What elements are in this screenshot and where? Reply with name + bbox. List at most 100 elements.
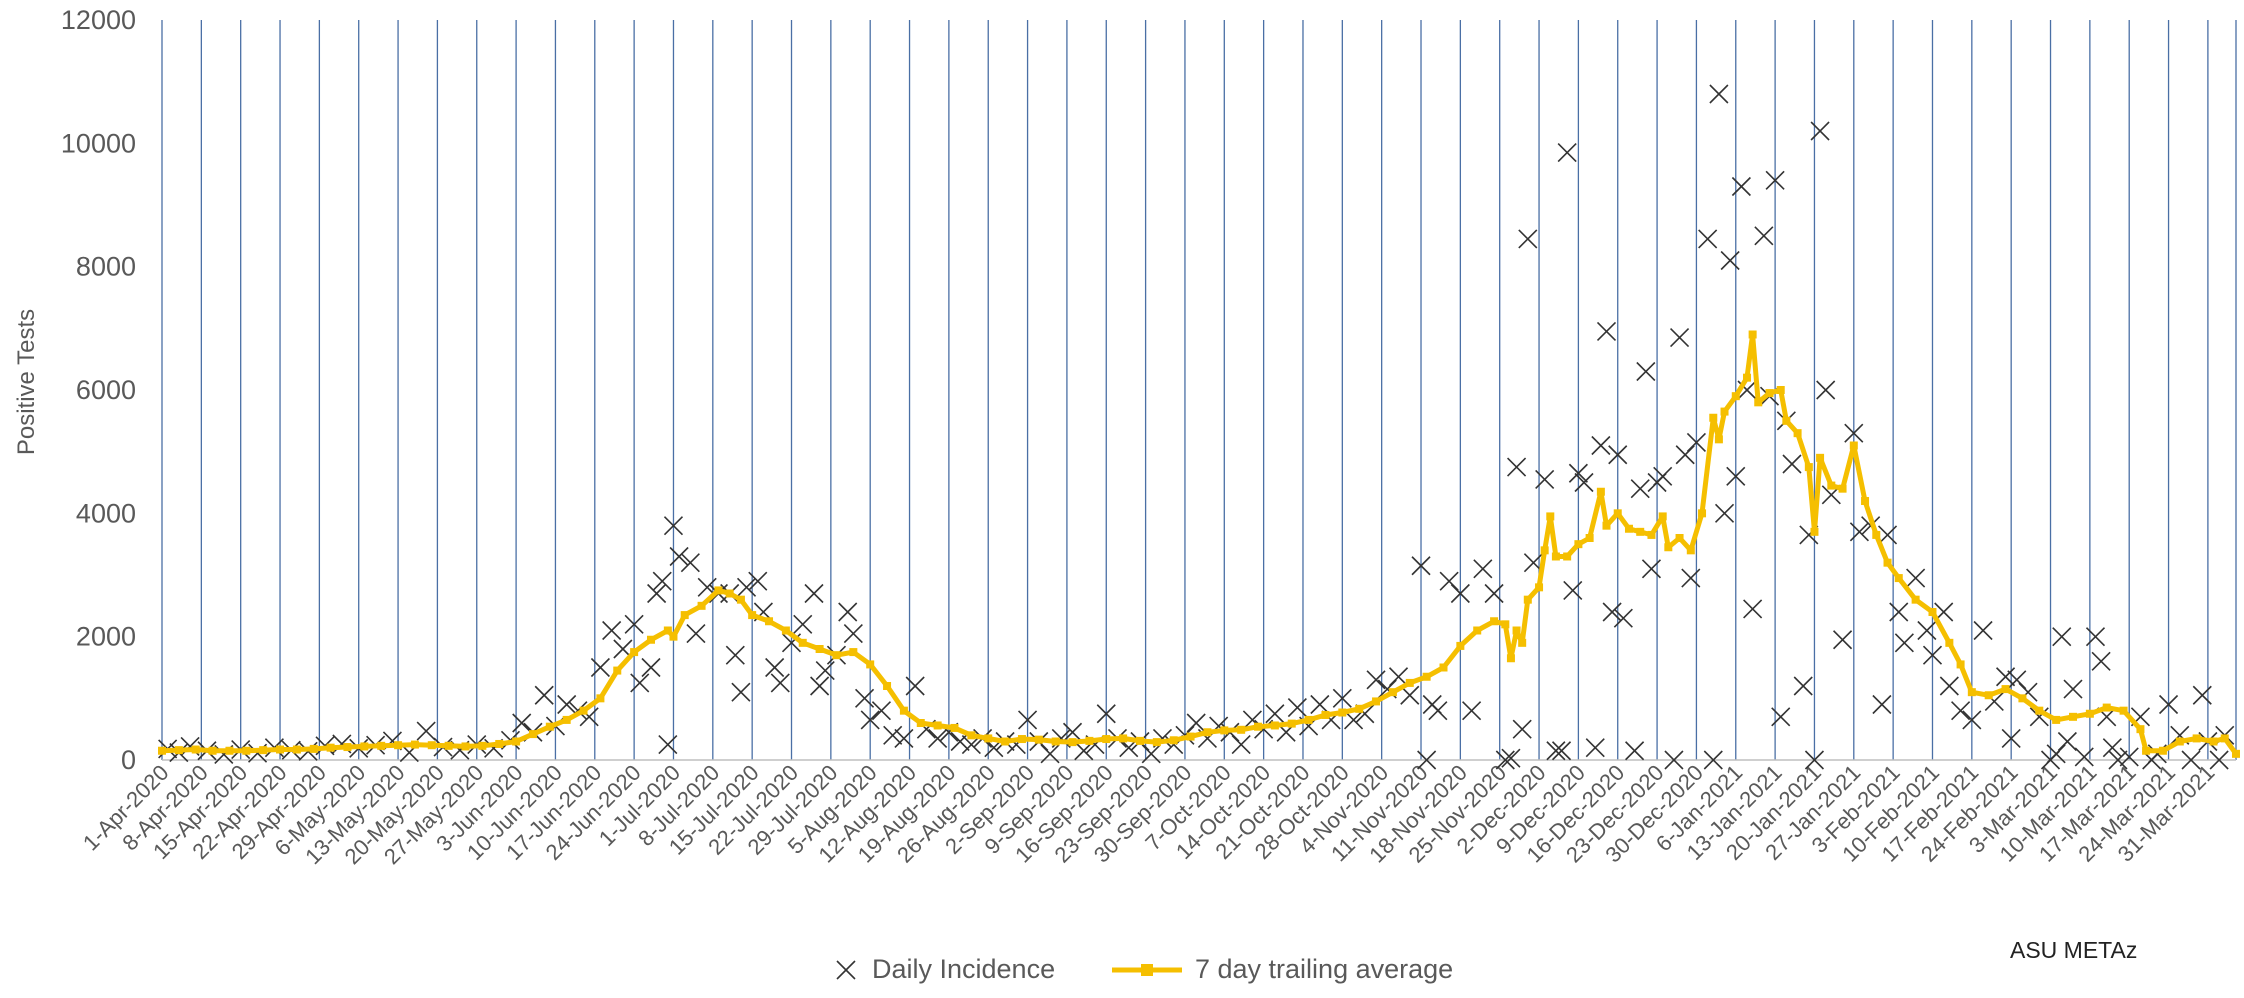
average-point: [1051, 737, 1060, 746]
average-point: [613, 666, 622, 675]
average-point: [736, 595, 745, 604]
daily-incidence-point: [1535, 469, 1555, 489]
average-point: [1585, 534, 1594, 542]
daily-incidence-point: [2102, 738, 2122, 758]
average-point: [1894, 574, 1903, 583]
y-tick-label: 4000: [76, 498, 136, 528]
average-point: [1490, 617, 1499, 626]
daily-incidence-point: [1698, 229, 1718, 249]
daily-incidence-point: [590, 657, 610, 678]
average-point: [208, 746, 217, 755]
series-7-day-average: [158, 330, 2240, 758]
daily-incidence-point: [663, 516, 684, 536]
daily-incidence-point: [1344, 710, 1364, 730]
average-point: [1967, 688, 1976, 697]
average-point: [2052, 715, 2061, 724]
daily-incidence-point: [1332, 688, 1352, 708]
daily-incidence-point: [860, 710, 880, 730]
average-point: [1911, 595, 1920, 604]
average-point: [815, 645, 824, 653]
daily-incidence-point: [1400, 685, 1420, 705]
average-point: [1372, 697, 1381, 706]
average-point: [545, 722, 554, 731]
average-point: [326, 743, 335, 752]
average-point: [1203, 728, 1212, 737]
average-point: [1152, 738, 1161, 747]
daily-incidence-point: [2052, 627, 2072, 647]
daily-incidence-point: [1636, 361, 1656, 382]
daily-incidence-point: [1832, 630, 1853, 650]
average-point: [1675, 534, 1684, 542]
average-point: [2035, 706, 2044, 715]
daily-incidence-point: [1411, 556, 1431, 576]
average-point: [2119, 706, 2128, 715]
average-point: [725, 589, 734, 598]
average-point: [1405, 678, 1414, 687]
legend-average-marker: [1112, 964, 1182, 976]
daily-incidence-point: [1754, 226, 1774, 246]
average-point: [1512, 626, 1521, 635]
daily-incidence-point: [883, 725, 903, 745]
daily-incidence-point: [1922, 645, 1943, 665]
daily-incidence-point: [1625, 741, 1645, 761]
daily-incidence-point: [1703, 750, 1723, 770]
average-point: [343, 743, 352, 752]
average-point: [1254, 722, 1263, 731]
daily-incidence-point: [1917, 620, 1937, 641]
daily-incidence-point: [1939, 676, 1959, 696]
daily-incidence-point: [1608, 445, 1628, 465]
daily-incidence-point: [731, 682, 751, 702]
average-point: [2232, 749, 2240, 758]
daily-incidence-point: [1366, 670, 1386, 690]
legend-average-label: 7 day trailing average: [1195, 954, 1453, 984]
average-point: [512, 737, 521, 746]
average-point: [1422, 672, 1431, 681]
average-point: [1664, 543, 1673, 552]
average-point: [1658, 512, 1667, 521]
average-point: [1304, 715, 1313, 724]
daily-incidence-point: [1450, 583, 1470, 604]
average-point: [1439, 663, 1448, 672]
average-point: [225, 746, 234, 755]
daily-incidence-point: [1096, 704, 1116, 724]
daily-incidence-point: [2001, 728, 2021, 748]
daily-incidence-point: [2181, 750, 2201, 770]
average-point: [427, 741, 436, 750]
daily-incidence-point: [1141, 744, 1161, 764]
daily-incidence-point: [1630, 479, 1650, 499]
daily-incidence-point: [1731, 176, 1751, 197]
average-point: [1563, 552, 1572, 561]
average-point: [1085, 736, 1094, 745]
daily-incidence-point: [1810, 121, 1830, 141]
daily-incidence-point: [2192, 685, 2212, 705]
daily-incidence-point: [1186, 713, 1206, 733]
average-point: [461, 742, 470, 751]
daily-incidence-point: [2119, 747, 2139, 767]
daily-incidence-point: [2029, 707, 2049, 727]
average-point: [2220, 734, 2229, 743]
average-point: [1287, 719, 1296, 728]
daily-incidence-point: [686, 624, 706, 644]
daily-incidence-point: [1726, 466, 1746, 486]
average-point: [781, 626, 790, 635]
average-point: [1068, 738, 1077, 747]
average-point: [1169, 736, 1178, 745]
average-point: [1540, 546, 1549, 555]
daily-incidence-point: [1310, 694, 1330, 715]
average-point: [680, 611, 689, 620]
average-point: [158, 746, 166, 755]
average-point: [849, 648, 858, 657]
average-point: [646, 635, 655, 644]
daily-incidence-point: [765, 657, 785, 678]
daily-incidence-point: [1709, 84, 1729, 104]
average-point: [1816, 453, 1825, 462]
average-point: [242, 746, 251, 755]
daily-incidence-point: [1417, 750, 1437, 770]
y-tick-label: 12000: [61, 5, 136, 35]
daily-incidence-point: [1743, 599, 1763, 619]
legend-item-average: 7 day trailing average: [1112, 954, 1453, 984]
daily-incidence-point: [1771, 707, 1791, 727]
average-point: [1237, 725, 1246, 734]
average-point: [2209, 737, 2218, 746]
